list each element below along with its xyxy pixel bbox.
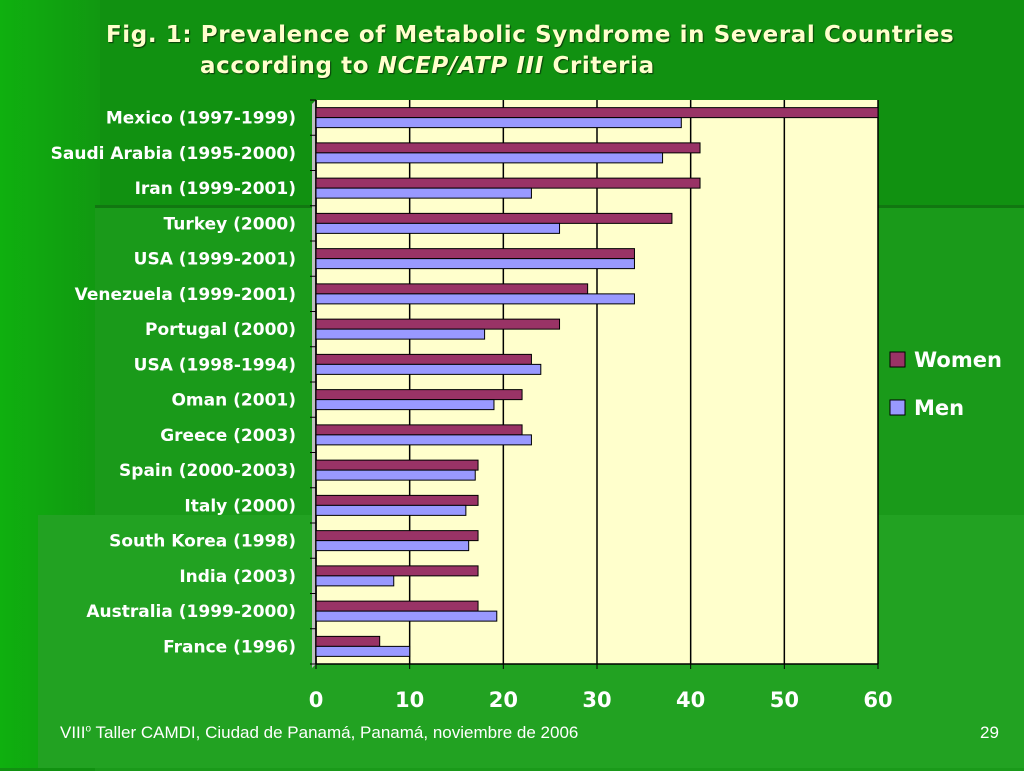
bar-women-2 xyxy=(315,177,701,189)
category-label: Mexico (1997-1999) xyxy=(106,109,296,129)
x-tick-label: 0 xyxy=(309,688,324,712)
bar-men-7 xyxy=(315,363,542,375)
category-label: Spain (2000-2003) xyxy=(119,461,296,481)
bar-women-12 xyxy=(315,530,479,542)
bar-women-14 xyxy=(315,600,479,612)
bar-men-2 xyxy=(315,187,532,199)
bar-women-3 xyxy=(315,212,673,224)
category-label: Iran (1999-2001) xyxy=(135,179,296,199)
x-tick-label: 50 xyxy=(770,688,799,712)
bar-women-8 xyxy=(315,389,523,401)
category-label: South Korea (1998) xyxy=(109,532,296,552)
x-tick-label: 40 xyxy=(676,688,705,712)
category-label: Italy (2000) xyxy=(184,496,296,516)
bar-women-13 xyxy=(315,565,479,577)
category-label: Venezuela (1999-2001) xyxy=(75,285,296,305)
category-label: Greece (2003) xyxy=(160,426,296,446)
title-criteria-name: NCEP/ATP III xyxy=(377,53,544,79)
bar-men-6 xyxy=(315,328,486,340)
legend-swatch-women xyxy=(889,351,906,368)
category-label: Turkey (2000) xyxy=(164,214,296,234)
x-tick-label: 20 xyxy=(489,688,518,712)
category-label: USA (1999-2001) xyxy=(134,250,296,270)
category-label: USA (1998-1994) xyxy=(134,355,296,375)
bar-men-13 xyxy=(315,575,395,587)
bar-men-12 xyxy=(315,540,470,552)
x-tick-label: 30 xyxy=(582,688,611,712)
footer-text: VIIIo Taller CAMDI, Ciudad de Panamá, Pa… xyxy=(60,723,578,743)
footer-prefix: VIII xyxy=(60,723,86,742)
bar-men-5 xyxy=(315,293,635,305)
bar-women-1 xyxy=(315,142,701,154)
category-label: Oman (2001) xyxy=(171,391,296,411)
bar-women-10 xyxy=(315,459,479,471)
x-tick-label: 60 xyxy=(863,688,892,712)
bar-men-14 xyxy=(315,610,498,622)
bar-women-11 xyxy=(315,494,479,506)
category-label: Saudi Arabia (1995-2000) xyxy=(51,144,296,164)
title-line-2-prefix: according to xyxy=(200,53,378,79)
bar-men-11 xyxy=(315,504,467,516)
bar-women-6 xyxy=(315,318,561,330)
bar-men-3 xyxy=(315,222,561,234)
category-label: India (2003) xyxy=(179,567,296,587)
category-label: Portugal (2000) xyxy=(145,320,296,340)
x-tick-label: 10 xyxy=(395,688,424,712)
category-label: France (1996) xyxy=(163,637,296,657)
title-line-1: Fig. 1: Prevalence of Metabolic Syndrome… xyxy=(106,22,955,48)
bar-men-10 xyxy=(315,469,476,481)
category-label: Australia (1999-2000) xyxy=(86,602,296,622)
bar-women-9 xyxy=(315,424,523,436)
legend-label-men: Men xyxy=(914,396,964,420)
bar-women-15 xyxy=(315,635,381,647)
bar-men-0 xyxy=(315,117,682,129)
title-line-2: according to NCEP/ATP III Criteria xyxy=(106,51,1006,82)
legend-label-women: Women xyxy=(914,348,1002,372)
bar-men-4 xyxy=(315,258,635,270)
footer-rest: Taller CAMDI, Ciudad de Panamá, Panamá, … xyxy=(91,723,579,742)
bar-men-1 xyxy=(315,152,664,164)
bar-women-4 xyxy=(315,248,635,260)
bar-women-7 xyxy=(315,353,532,365)
legend-swatch-men xyxy=(889,399,906,416)
bar-women-0 xyxy=(315,107,879,119)
bar-men-15 xyxy=(315,645,411,657)
page-number: 29 xyxy=(980,723,999,742)
footer-superscript: o xyxy=(85,723,92,735)
bar-men-8 xyxy=(315,399,495,411)
slide-title: Fig. 1: Prevalence of Metabolic Syndrome… xyxy=(106,20,1006,82)
bar-women-5 xyxy=(315,283,589,295)
title-line-2-suffix: Criteria xyxy=(543,53,655,79)
plot-side-wall xyxy=(312,100,316,668)
bar-men-9 xyxy=(315,434,532,446)
